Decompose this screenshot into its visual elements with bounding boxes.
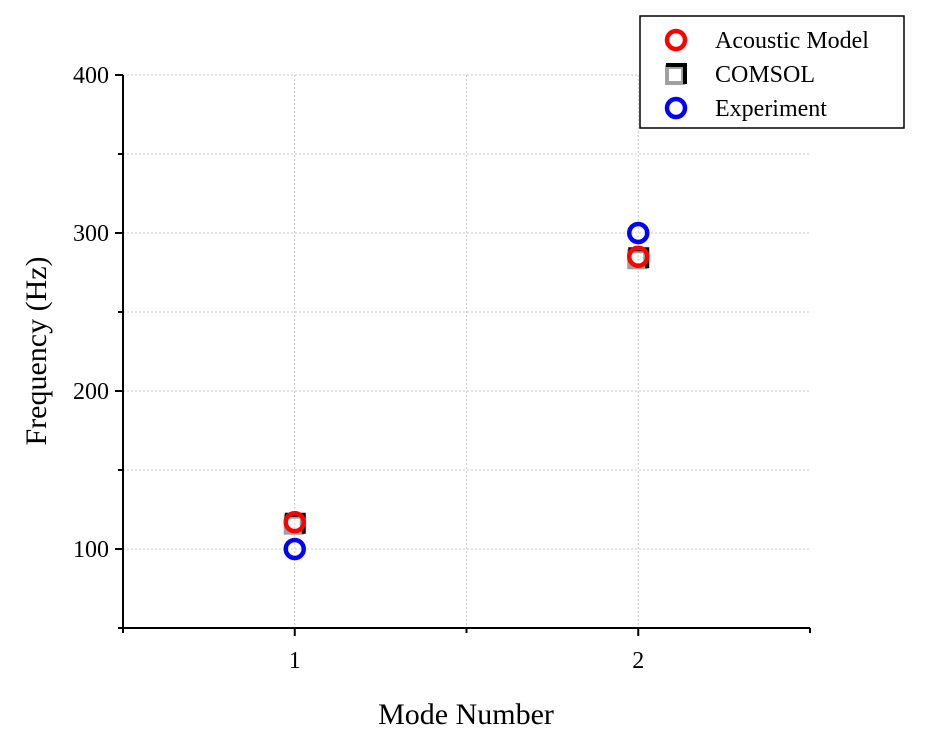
legend: Acoustic Model COMSOL Experiment [639,15,905,129]
y-tick-label: 200 [73,379,109,405]
x-axis-title: Mode Number [378,698,554,731]
experiment-point [627,221,650,245]
acoustic-model-point [283,510,306,534]
y-tick-label: 400 [73,63,109,89]
legend-label: Acoustic Model [715,28,869,54]
data-points [283,221,650,561]
experiment-point [283,537,306,561]
x-tick-label: 1 [289,648,301,674]
legend-marker-acoustic-model [664,28,688,52]
legend-marker-experiment [664,96,688,120]
y-tick-label: 300 [73,221,109,247]
y-tick-label: 100 [73,537,109,563]
ticks: 100 200 300 400 1 2 [73,63,811,674]
legend-marker-comsol [665,63,687,85]
grid-lines [123,74,810,628]
legend-label: Experiment [715,96,827,122]
legend-label: COMSOL [715,62,815,88]
y-axis-title: Frequency (Hz) [20,256,53,445]
acoustic-model-point [627,245,650,268]
x-tick-label: 2 [632,648,644,674]
